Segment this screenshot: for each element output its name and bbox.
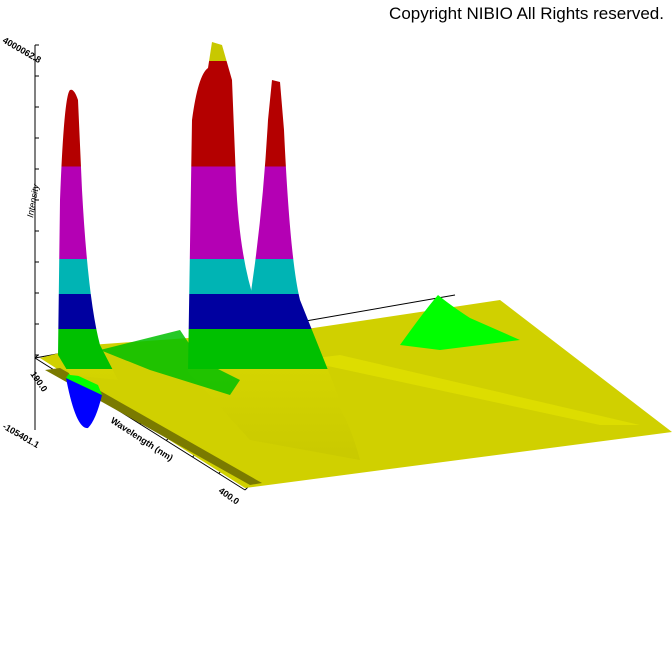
negative-lobe-edge: [66, 372, 102, 395]
z-max-label: 4000062.8: [1, 35, 43, 65]
surface-floor: [40, 300, 672, 488]
x-start-label: 190.0: [28, 369, 49, 393]
negative-lobe: [66, 378, 102, 429]
peak-3: [245, 80, 340, 400]
z-axis-ticks: [35, 44, 39, 356]
ridge-green: [100, 330, 240, 395]
peak-4: [400, 295, 520, 350]
x-tick: [34, 354, 39, 359]
z-axis-label: Intensity: [25, 183, 41, 218]
back-axis: [299, 294, 456, 323]
peak-1: [58, 89, 118, 380]
surface-streak: [300, 355, 640, 425]
copyright-text: Copyright NIBIO All Rights reserved.: [389, 4, 664, 23]
peak-2: [188, 42, 360, 460]
x-end-label: 400.0: [217, 485, 241, 506]
